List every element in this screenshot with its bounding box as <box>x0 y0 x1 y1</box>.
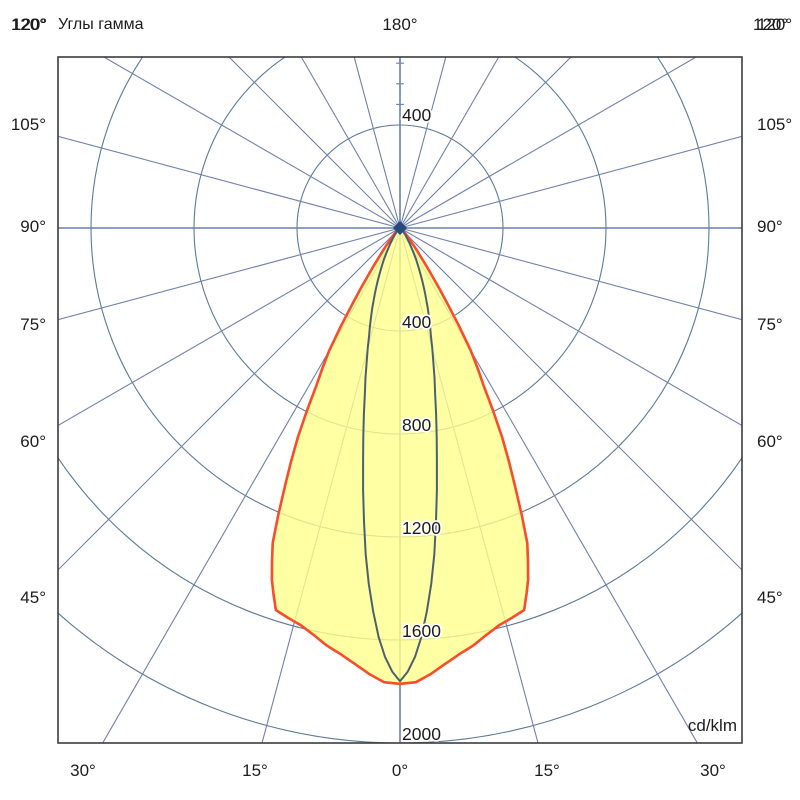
gamma-angle-label-left-45: 45° <box>20 588 46 607</box>
gamma-angle-label-left-90: 90° <box>20 217 46 236</box>
grid-spoke-195 <box>353 57 401 229</box>
gamma-angle-label-top-left: 120° <box>12 15 48 34</box>
gamma-angle-label-bottom-30R: 30° <box>700 761 726 780</box>
grid-spoke-300 <box>58 227 401 427</box>
chart-title: Углы гамма <box>58 16 144 33</box>
grid-spoke-225 <box>228 57 401 229</box>
grid-spoke-45 <box>399 227 742 571</box>
gamma-angle-label-right-75: 75° <box>757 315 783 334</box>
gamma-angle-label-top-right: 120° <box>753 15 789 34</box>
grid-spoke-120 <box>399 57 698 229</box>
ring-label-800: 800 <box>402 415 431 435</box>
gamma-angle-label-left-60: 60° <box>20 432 46 451</box>
grid-spoke-285 <box>58 227 401 321</box>
gamma-angle-label-180: 180° <box>382 15 418 34</box>
gamma-angle-label-right-120: 120° <box>757 15 793 34</box>
gamma-angle-label-right-105: 105° <box>757 115 793 134</box>
wide-beam-fill <box>271 228 529 684</box>
gamma-angle-label-left-120: 120° <box>10 15 46 34</box>
gamma-angle-label-bottom-15L: 15° <box>242 761 268 780</box>
grid-spoke-60 <box>399 227 742 427</box>
ring-label-2000: 2000 <box>402 724 441 744</box>
gamma-angle-label-left-75: 75° <box>20 315 46 334</box>
grid-spoke-165 <box>399 57 447 229</box>
photometric-center-dot <box>393 221 407 235</box>
gamma-angle-label-bottom-0: 0° <box>391 761 409 780</box>
grid-spoke-240 <box>102 57 401 229</box>
gamma-angle-label-bottom-15R: 15° <box>534 761 560 780</box>
grid-spoke-105 <box>399 135 742 229</box>
unit-label: cd/klm <box>687 716 737 735</box>
grid-spoke-210 <box>300 57 401 229</box>
gamma-angle-label-right-45: 45° <box>757 588 783 607</box>
gamma-angle-label-left-105: 105° <box>10 115 46 134</box>
grid-spoke-135 <box>399 57 572 229</box>
ring-label-1600: 1600 <box>402 621 441 641</box>
grid-spoke-150 <box>399 57 500 229</box>
grid-spoke-75 <box>399 227 742 321</box>
grid-spoke-255 <box>58 135 401 229</box>
plot-border <box>57 56 743 744</box>
gamma-angle-label-right-90: 90° <box>757 217 783 236</box>
grid-spoke-315 <box>58 227 401 571</box>
gamma-angle-label-bottom-30L: 30° <box>70 761 96 780</box>
gamma-angle-label-right-60: 60° <box>757 432 783 451</box>
ring-label-1200: 1200 <box>402 518 441 538</box>
ring-label-top-400: 400 <box>402 105 431 125</box>
ring-label-400: 400 <box>402 312 431 332</box>
